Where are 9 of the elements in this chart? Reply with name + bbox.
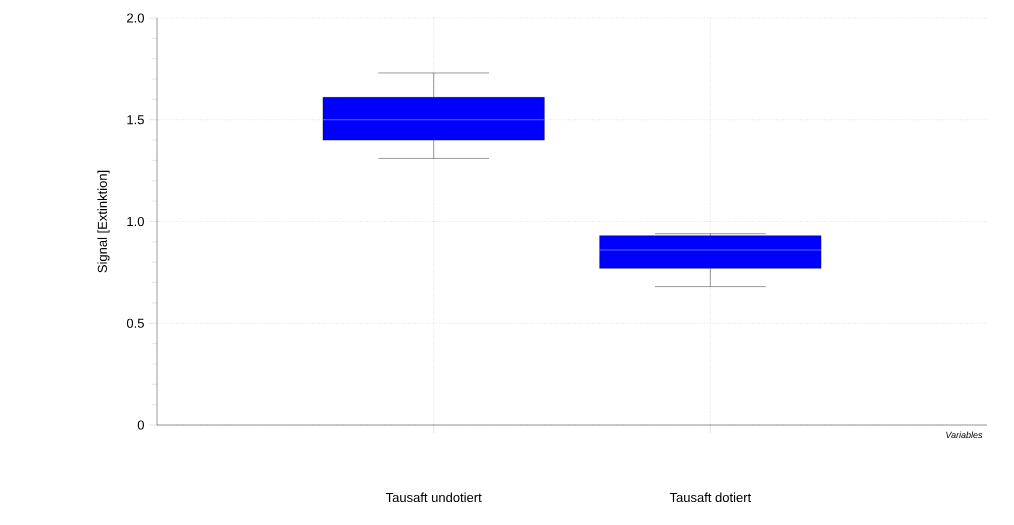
x-axis-title: Variables (946, 431, 983, 439)
x-tick-label: Tausaft undotiert (385, 492, 482, 503)
y-tick-label: 2.0 (127, 13, 144, 23)
y-axis-title: Signal [Extinktion] (97, 170, 110, 273)
y-tick-label: 0 (137, 420, 144, 430)
x-tick-label: Tausaft dotiert (669, 492, 752, 503)
y-tick-label: 1.5 (127, 115, 144, 125)
y-tick-label: 0.5 (126, 318, 144, 328)
y-tick-label: 1.0 (127, 216, 144, 227)
